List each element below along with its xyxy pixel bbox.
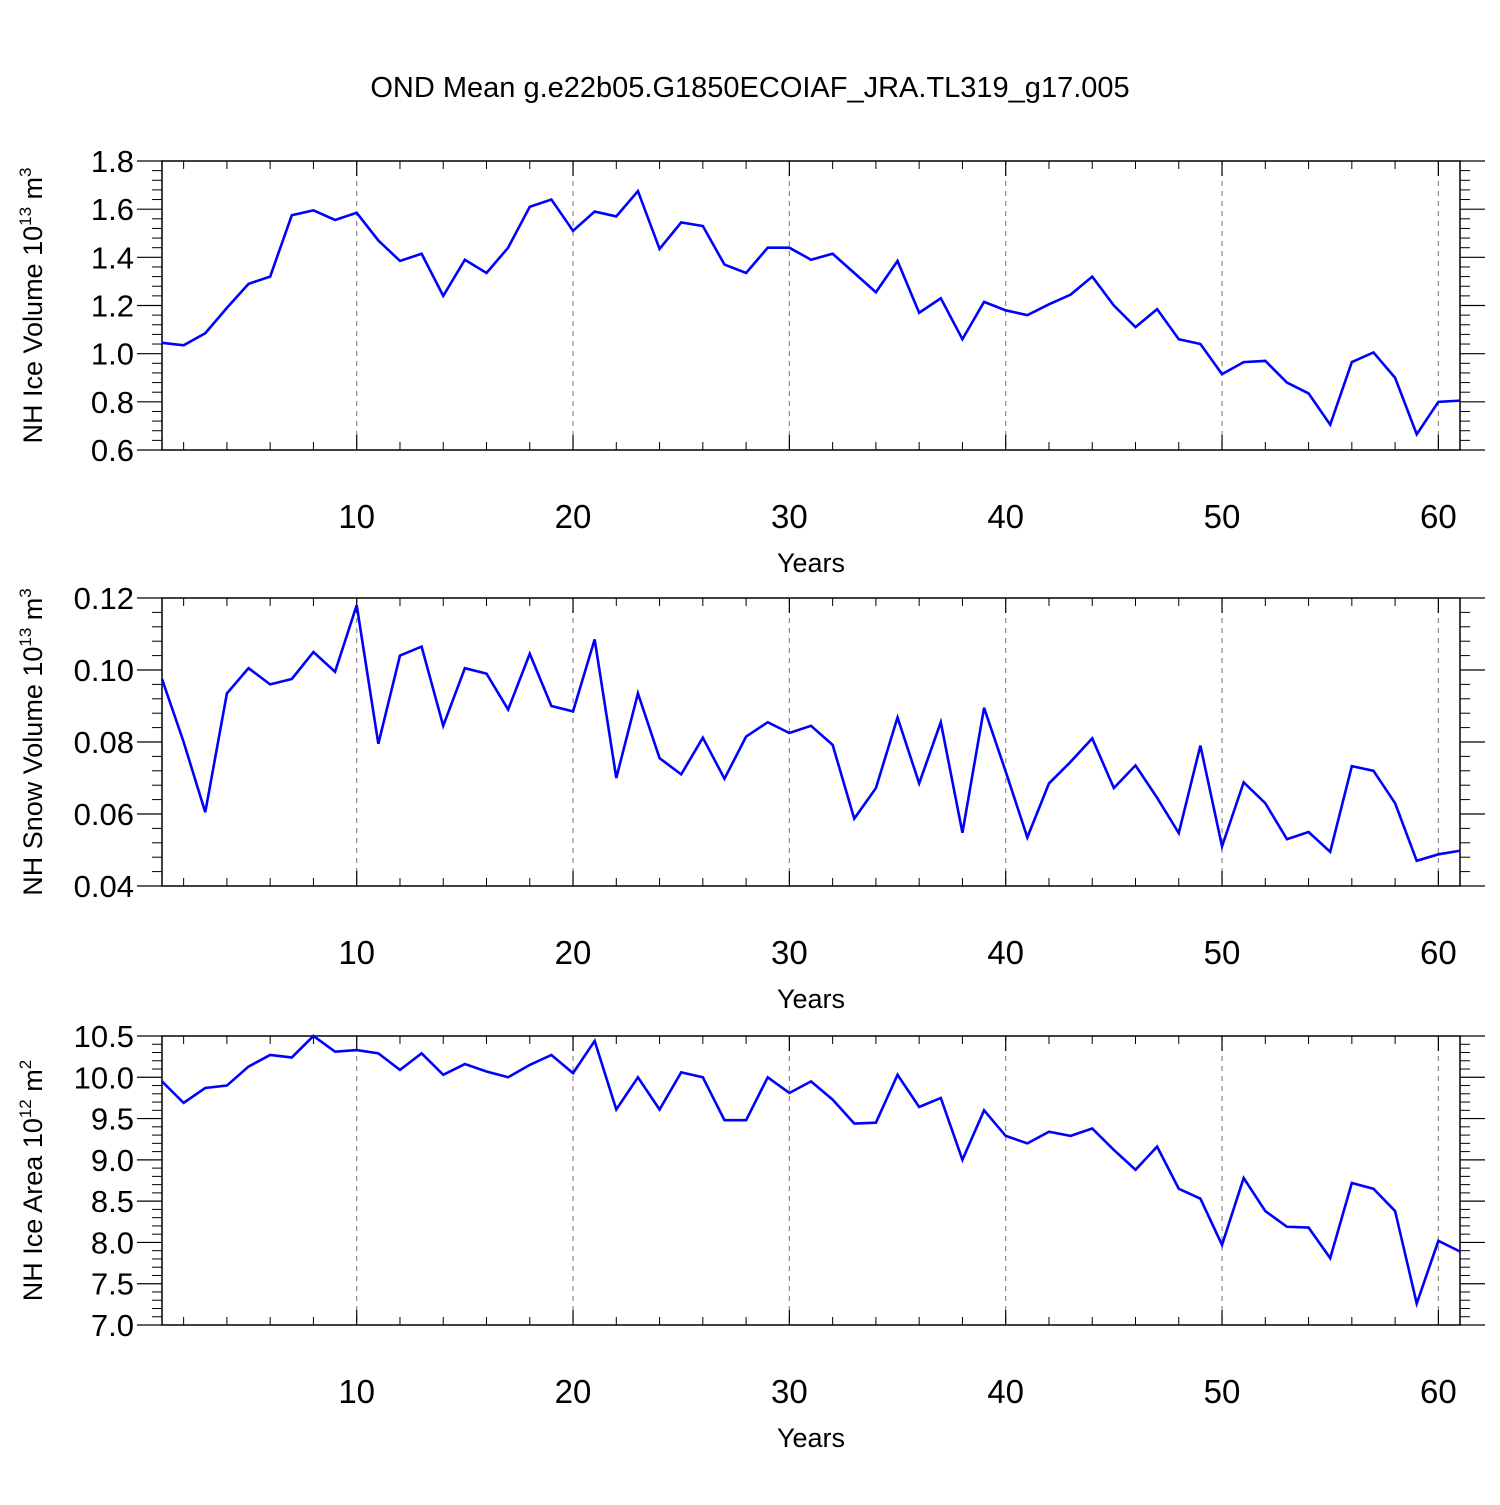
- x-tick-label: 60: [1420, 1373, 1457, 1410]
- x-tick-label: 60: [1420, 934, 1457, 971]
- y-tick-label: 10.0: [74, 1060, 134, 1095]
- y-tick-label: 0.04: [74, 869, 134, 904]
- panels: 10 20 30 40 50 60 0.6 0.8 1.0 1.2 1.4 1.6 1.8 Years NH…: [16, 144, 1485, 1453]
- x-tick-label: 50: [1204, 498, 1241, 535]
- y-axis-label: NH Snow Volume 1013 m3: [16, 588, 48, 896]
- x-tick-label: 30: [771, 498, 808, 535]
- x-tick-label: 20: [555, 498, 592, 535]
- y-tick-label: 1.6: [91, 192, 134, 227]
- series-line-1: [161, 188, 1461, 438]
- y-tick-label: 1.0: [91, 337, 134, 372]
- y-tick-label: 0.06: [74, 797, 134, 832]
- panel-1: 10 20 30 40 50 60 0.6 0.8 1.0 1.2 1.4 1.6 1.8 Years NH…: [16, 144, 1485, 578]
- y-tick-label: 1.2: [91, 289, 134, 324]
- x-tick-label: 10: [338, 498, 375, 535]
- x-axis-label: Years: [777, 548, 845, 578]
- x-tick-label: 20: [555, 1373, 592, 1410]
- y-axis-label: NH Ice Area 1012 m2: [16, 1060, 48, 1301]
- y-tick-label: 7.0: [91, 1308, 134, 1343]
- y-tick-label: 0.08: [74, 725, 134, 760]
- series-line-2: [160, 604, 1461, 863]
- x-tick-label: 20: [555, 934, 592, 971]
- x-tick-label: 30: [771, 934, 808, 971]
- series-line-3: [161, 1034, 1461, 1309]
- y-tick-label: 7.5: [91, 1267, 134, 1302]
- panel-2: 10 20 30 40 50 60 0.04 0.06 0.08 0.10 0.12 Years NH …: [16, 581, 1485, 1014]
- x-tick-label: 10: [338, 934, 375, 971]
- x-tick-label: 40: [987, 934, 1024, 971]
- x-tick-label: 50: [1204, 1373, 1241, 1410]
- y-tick-label: 10.5: [74, 1019, 134, 1054]
- y-tick-label: 1.4: [91, 240, 134, 275]
- y-tick-label: 0.10: [74, 653, 134, 688]
- x-axis-label: Years: [777, 984, 845, 1014]
- plot-frame: [161, 597, 1461, 887]
- panel-3: 10 20 30 40 50 60 7.0 7.5 8.0 8.5 9.0 9.5 10.0 10.5 Ye…: [16, 1019, 1485, 1453]
- y-tick-label: 0.12: [74, 581, 134, 616]
- y-tick-label: 8.5: [91, 1184, 134, 1219]
- x-tick-label: 40: [987, 498, 1024, 535]
- y-axis-label: NH Ice Volume 1013 m3: [16, 168, 48, 444]
- chart-title: OND Mean g.e22b05.G1850ECOIAF_JRA.TL319_…: [370, 72, 1129, 104]
- x-axis-label: Years: [777, 1423, 845, 1453]
- x-tick-label: 10: [338, 1373, 375, 1410]
- y-tick-label: 8.0: [91, 1225, 134, 1260]
- x-tick-label: 40: [987, 1373, 1024, 1410]
- y-tick-label: 9.5: [91, 1102, 134, 1137]
- plot-frame: [161, 160, 1461, 451]
- x-tick-label: 60: [1420, 498, 1457, 535]
- x-tick-label: 30: [771, 1373, 808, 1410]
- y-tick-label: 1.8: [91, 144, 134, 179]
- y-tick-label: 0.8: [91, 385, 134, 420]
- y-tick-label: 9.0: [91, 1143, 134, 1178]
- plot-frame: [161, 1035, 1461, 1326]
- x-tick-label: 50: [1204, 934, 1241, 971]
- y-tick-label: 0.6: [91, 433, 134, 468]
